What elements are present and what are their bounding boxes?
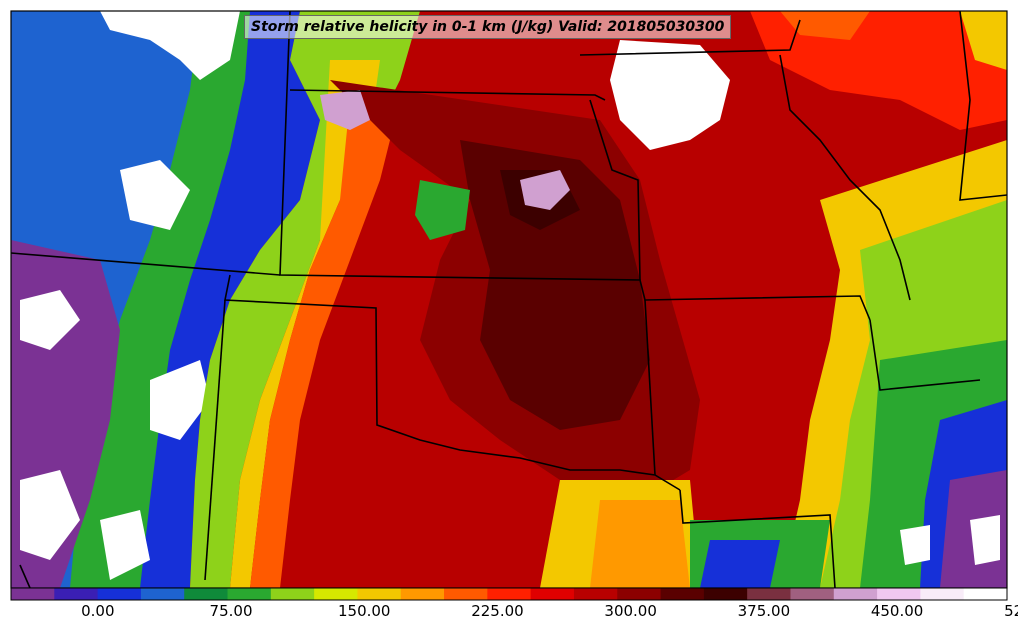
colorbar-tick-label: 150.00 bbox=[337, 602, 391, 620]
colorbar-tick-label: 75.00 bbox=[209, 602, 253, 620]
colorbar-swatch bbox=[227, 588, 272, 600]
colorbar-tick-label: 225.00 bbox=[471, 602, 524, 620]
colorbar-swatch bbox=[11, 588, 55, 600]
map-title: Storm relative helicity in 0-1 km (J/kg)… bbox=[244, 15, 732, 39]
contour-field bbox=[11, 11, 1007, 588]
colorbar-swatch bbox=[833, 588, 878, 600]
colorbar-swatch bbox=[790, 588, 835, 600]
colorbar-swatch bbox=[963, 588, 1008, 600]
colorbar-tick-label: 300.00 bbox=[604, 602, 657, 620]
colorbar-swatch bbox=[54, 588, 99, 600]
colorbar-swatch bbox=[314, 588, 358, 600]
colorbar-tick-label: 0.00 bbox=[81, 602, 115, 620]
colorbar-swatch bbox=[487, 588, 532, 600]
colorbar-swatch bbox=[184, 588, 229, 600]
colorbar-tick-label: 525.00 bbox=[1004, 602, 1018, 620]
colorbar-swatch bbox=[877, 588, 921, 600]
colorbar-swatch bbox=[270, 588, 315, 600]
colorbar-swatch bbox=[357, 588, 402, 600]
colorbar-swatch bbox=[703, 588, 748, 600]
colorbar-swatch bbox=[530, 588, 575, 600]
colorbar-swatch bbox=[444, 588, 488, 600]
colorbar bbox=[11, 588, 1008, 600]
colorbar-tick-label: 450.00 bbox=[870, 602, 924, 620]
colorbar-swatch bbox=[920, 588, 965, 600]
colorbar-tick-label: 375.00 bbox=[737, 602, 791, 620]
colorbar-swatch bbox=[660, 588, 705, 600]
colorbar-frame bbox=[10, 587, 1008, 601]
colorbar-swatch bbox=[617, 588, 662, 600]
state-boundaries bbox=[11, 11, 1007, 588]
colorbar-swatch bbox=[747, 588, 791, 600]
colorbar-swatch bbox=[573, 588, 618, 600]
colorbar-swatch bbox=[97, 588, 142, 600]
colorbar-swatch bbox=[140, 588, 185, 600]
colorbar-swatch bbox=[400, 588, 445, 600]
